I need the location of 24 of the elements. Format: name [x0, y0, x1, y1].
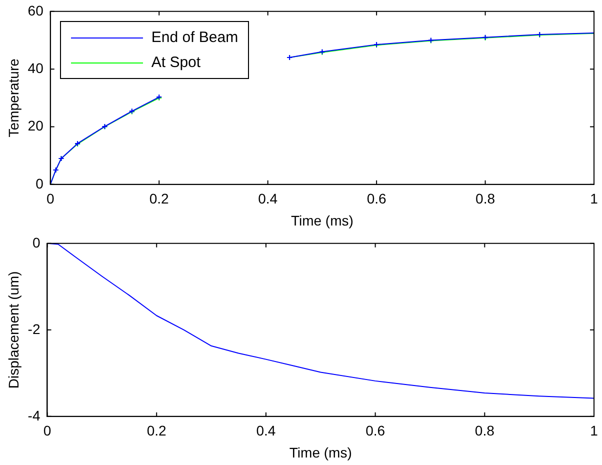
- x-tick-label: 0.2: [149, 190, 170, 207]
- legend-label: At Spot: [151, 54, 201, 72]
- y-tick-label: 0: [32, 234, 40, 250]
- x-tick-label: 0.6: [366, 190, 386, 207]
- x-tick-label: 0.2: [146, 422, 167, 439]
- y-tick-label: 40: [28, 60, 44, 76]
- x-tick-label: 0.4: [256, 422, 276, 439]
- y-axis-title: Temperature: [5, 58, 22, 138]
- y-tick-label: 20: [28, 118, 44, 134]
- legend-label: End of Beam: [151, 29, 238, 46]
- x-tick-label: 1: [590, 190, 598, 207]
- y-tick-label: -2: [28, 320, 40, 337]
- x-tick-label: 0: [46, 190, 54, 207]
- y-axis-title: Displacement (um): [5, 271, 22, 389]
- x-axis-title: Time (ms): [290, 212, 354, 228]
- x-tick-label: 0.8: [476, 190, 496, 207]
- x-axis-title: Time (ms): [289, 444, 352, 460]
- y-tick-label: 0: [36, 175, 44, 192]
- x-tick-label: 0.8: [474, 422, 495, 439]
- x-tick-label: 0.6: [366, 422, 386, 439]
- y-tick-label: -4: [28, 407, 40, 424]
- x-tick-label: 0.4: [258, 190, 278, 207]
- y-tick-label: 60: [28, 2, 44, 18]
- x-tick-label: 1: [590, 422, 598, 439]
